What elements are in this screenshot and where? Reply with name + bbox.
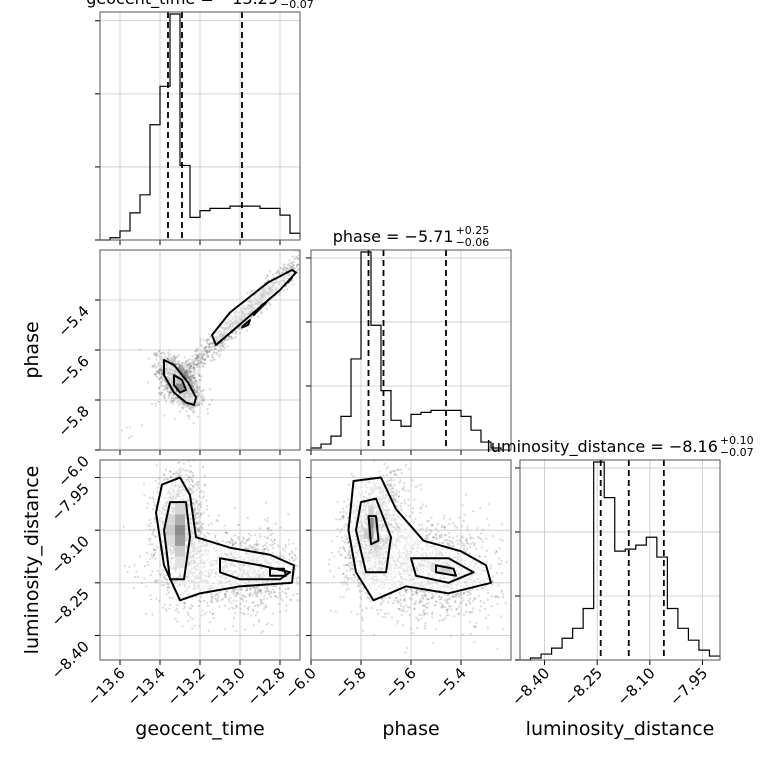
title-text: geocent_time = −13.29	[86, 0, 278, 9]
contour-outer	[155, 476, 295, 602]
y-tick-label: −8.10	[48, 532, 93, 577]
title-text: phase = −5.71	[333, 227, 454, 246]
x-tick-label: −5.4	[431, 664, 469, 702]
contour-inner	[287, 276, 293, 284]
contour-inner	[269, 567, 287, 577]
contour-middle	[163, 501, 191, 581]
histogram-geocent_time	[100, 13, 301, 241]
histogram-phase	[310, 251, 511, 451]
contour-inner	[241, 319, 251, 329]
x-tick-label: −13.4	[124, 664, 169, 709]
scatter-panel-geocent_time-phase	[95, 250, 300, 455]
title-text: luminosity_distance = −8.16	[486, 437, 717, 457]
hist-panel-geocent_time: geocent_time = −13.29+0.30−0.07	[86, 0, 314, 245]
y-tick-label: −5.4	[54, 302, 92, 340]
plot-area	[122, 460, 300, 636]
contour-outer	[211, 269, 297, 346]
title-minus: −0.06	[456, 236, 490, 249]
x-tick-label: −7.95	[666, 664, 711, 709]
x-axis-label: luminosity_distance	[526, 718, 715, 740]
y-tick-label: −8.25	[48, 585, 93, 630]
contour-outer	[347, 476, 492, 602]
sample-points	[122, 460, 300, 636]
panel-frame	[99, 459, 301, 661]
contour-outer	[163, 359, 197, 406]
title-plus: +0.25	[456, 224, 490, 237]
title-minus: −0.07	[720, 446, 754, 459]
x-tick-label: −12.8	[244, 664, 289, 709]
y-tick-label: −5.6	[54, 352, 92, 390]
x-tick-label: −5.8	[331, 664, 369, 702]
hist-panel-phase: phase = −5.71 +0.25−0.06	[306, 224, 511, 455]
plot-area	[121, 250, 300, 440]
hist-title-geocent_time: geocent_time = −13.29+0.30−0.07	[86, 0, 314, 11]
scatter-panel-geocent_time-luminosity_distance	[95, 460, 300, 665]
x-tick-label: −13.0	[204, 664, 249, 709]
plot-area	[327, 460, 511, 654]
panel-frame	[310, 459, 512, 661]
contour-middle	[219, 557, 291, 581]
hist-title-luminosity_distance: luminosity_distance = −8.16 +0.10−0.07	[486, 434, 753, 459]
x-tick-label: −13.2	[164, 664, 209, 709]
x-tick-label: −8.10	[613, 664, 658, 709]
contour-middle	[410, 557, 475, 584]
x-tick-label: −6.0	[281, 664, 319, 702]
contour-inner	[253, 301, 267, 316]
panel-frame	[99, 249, 301, 451]
title-plus: +0.10	[720, 434, 754, 447]
y-axis-label: luminosity_distance	[21, 466, 43, 655]
histogram-luminosity_distance	[520, 461, 720, 661]
x-tick-label: −5.6	[381, 664, 419, 702]
x-axis-label: phase	[382, 718, 439, 740]
panel-frame	[99, 11, 301, 241]
x-axis-label: geocent_time	[135, 718, 264, 740]
x-tick-label: −8.40	[508, 664, 553, 709]
hist-panel-luminosity_distance: luminosity_distance = −8.16 +0.10−0.07	[486, 434, 754, 665]
y-axis-label: phase	[21, 321, 43, 378]
panel-frame	[519, 459, 721, 661]
contour-inner	[173, 374, 187, 394]
y-tick-label: −5.8	[54, 402, 92, 440]
title-minus: −0.07	[280, 0, 314, 11]
panel-frame	[310, 249, 512, 451]
contour-inner	[367, 515, 380, 546]
scatter-panel-phase-luminosity_distance	[306, 460, 511, 665]
hist-title-phase: phase = −5.71 +0.25−0.06	[333, 224, 490, 249]
x-tick-label: −13.6	[84, 664, 129, 709]
contour-inner	[435, 564, 457, 577]
x-tick-label: −8.25	[561, 664, 606, 709]
contour-middle	[355, 497, 392, 574]
y-tick-label: −8.40	[48, 638, 93, 683]
